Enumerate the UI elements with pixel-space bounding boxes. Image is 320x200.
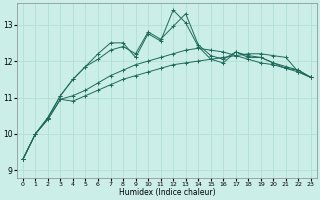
X-axis label: Humidex (Indice chaleur): Humidex (Indice chaleur) [119, 188, 215, 197]
